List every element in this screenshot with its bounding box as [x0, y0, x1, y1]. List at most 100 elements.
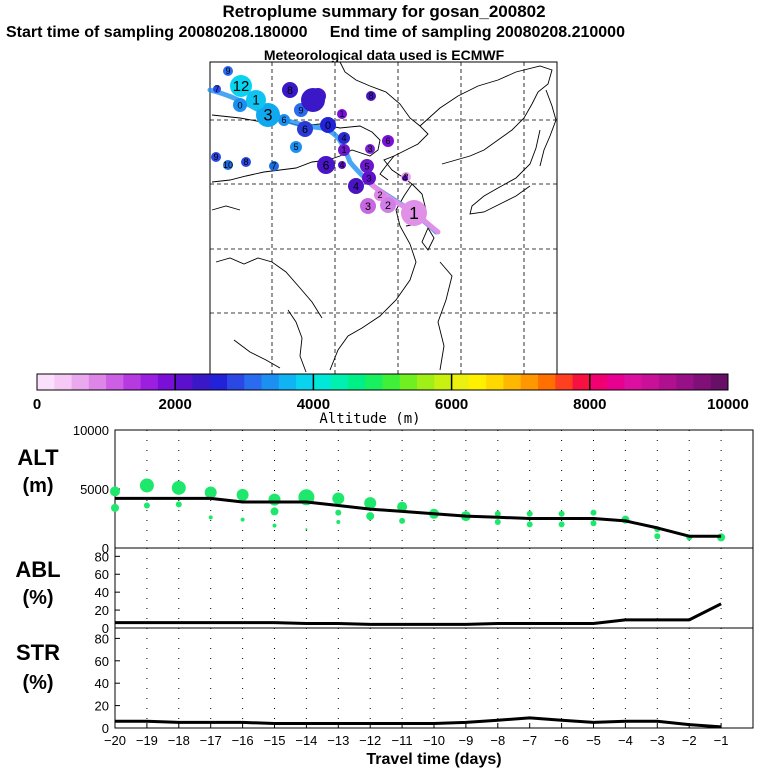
trajectory-marker-label: 12 [233, 79, 250, 95]
trajectory-marker [317, 156, 335, 174]
y-tick-label: 10000 [73, 423, 109, 438]
x-tick-label: −5 [586, 733, 601, 748]
colorbar-cell [434, 374, 453, 390]
y-tick-label: 5000 [80, 482, 109, 497]
trajectory-marker [402, 175, 408, 181]
trajectory-marker-label: 3 [367, 144, 372, 154]
cluster-point [364, 497, 377, 510]
cluster-point [494, 519, 501, 526]
cluster-point [332, 492, 345, 505]
trajectory-marker-label: 4 [402, 173, 407, 183]
y-tick-label: 0 [102, 721, 109, 736]
trajectory-marker [320, 117, 336, 133]
cluster-point [268, 493, 281, 506]
cluster-point [143, 502, 150, 509]
colorbar-cell [227, 374, 245, 390]
trajectory-marker-label: 7 [271, 161, 276, 171]
colorbar-cell [37, 374, 55, 390]
map-panel: 123223456413645781099663011297870184 [207, 61, 558, 375]
cluster-point [335, 509, 342, 516]
series-line-alt [115, 496, 722, 538]
cluster-point [494, 510, 501, 517]
cluster-point [526, 510, 533, 517]
cluster-point [399, 517, 406, 524]
colorbar-tick-label: 4000 [297, 396, 330, 413]
trajectory-marker [213, 85, 221, 93]
cluster-point [208, 515, 213, 520]
trajectory-marker-label: 3 [366, 173, 371, 184]
cluster-point [654, 533, 661, 540]
trajectory-marker [278, 114, 290, 126]
trajectory-marker-label: 1 [252, 93, 260, 108]
trajectory-marker [297, 121, 313, 137]
trajectory-marker-label: 8 [243, 157, 248, 167]
cluster-point [171, 480, 186, 495]
trajectory-marker-label: 0 [237, 100, 242, 111]
trajectory-marker [269, 161, 279, 171]
trajectory-markers: 123223456413645781099663011297870184 [211, 66, 427, 226]
colorbar-cell [365, 374, 383, 390]
colorbar-cell [71, 374, 90, 390]
trajectory-marker-label: 1 [409, 203, 419, 223]
trajectory-marker [301, 88, 325, 112]
trajectory-marker-label: 3 [365, 201, 371, 213]
trajectory-marker-label: 9 [213, 152, 218, 162]
trajectory-marker [282, 82, 298, 98]
trajectory-marker [337, 109, 347, 119]
trajectory-marker [230, 75, 252, 97]
y-tick-label: 60 [95, 567, 109, 582]
trajectory-marker-label: 4 [339, 160, 344, 170]
cluster-point [204, 486, 217, 499]
y-tick-label: 60 [95, 654, 109, 669]
trajectory-marker [360, 159, 374, 173]
x-tick-label: −14 [295, 733, 317, 748]
x-tick-label: −9 [458, 733, 473, 748]
colorbar-cell [382, 374, 401, 390]
map-coastlines [211, 61, 557, 373]
colorbar-cell [555, 374, 574, 390]
colorbar-cell [330, 374, 349, 390]
y-tick-label: 40 [95, 585, 109, 600]
cluster-point [272, 523, 277, 528]
colorbar-cell [503, 374, 522, 390]
colorbar-cell [520, 374, 539, 390]
x-axis-label: Travel time (days) [366, 751, 501, 768]
colorbar-cell [209, 374, 228, 390]
trajectory-marker [338, 144, 350, 156]
y-tick-label: 20 [95, 699, 109, 714]
colorbar-cell [278, 374, 297, 390]
trajectory-marker-label: 1 [341, 145, 346, 155]
y-tick-label: 80 [95, 549, 109, 564]
y-tick-label: 40 [95, 676, 109, 691]
panel-label: ALT [17, 445, 59, 470]
cluster-point [366, 512, 375, 521]
colorbar-cell [658, 374, 677, 390]
colorbar-cell [123, 374, 142, 390]
x-tick-label: −20 [104, 733, 126, 748]
trajectory-marker-label: 5 [293, 142, 298, 152]
colorbar-cell [537, 374, 556, 390]
cluster-point [305, 528, 308, 531]
trajectory-marker-label: 6 [302, 124, 308, 136]
colorbar-cell [296, 374, 314, 390]
panel-unit: (%) [22, 587, 53, 609]
x-tick-label: −13 [327, 733, 349, 748]
trajectory-marker-label: 2 [385, 200, 391, 212]
colorbar-cell [88, 374, 107, 390]
colorbar-cell [641, 374, 660, 390]
trajectory-marker-label: 8 [287, 85, 293, 97]
chart-title: Retroplume summary for gosan_200802 [222, 2, 546, 21]
cluster-point [558, 510, 565, 517]
trajectory-marker-label: 6 [323, 158, 330, 172]
series-line-abl [115, 602, 722, 626]
colorbar-cell [607, 374, 625, 390]
x-tick-label: −11 [392, 733, 413, 748]
y-tick-label: 0 [102, 621, 109, 636]
colorbar-cell [710, 374, 729, 390]
colorbar-label: Altitude (m) [319, 411, 420, 427]
trajectory-marker-label: 6 [385, 136, 390, 146]
cluster-point [336, 520, 341, 525]
colorbar-cell [486, 374, 504, 390]
trajectory-marker-label: 4 [353, 181, 359, 193]
